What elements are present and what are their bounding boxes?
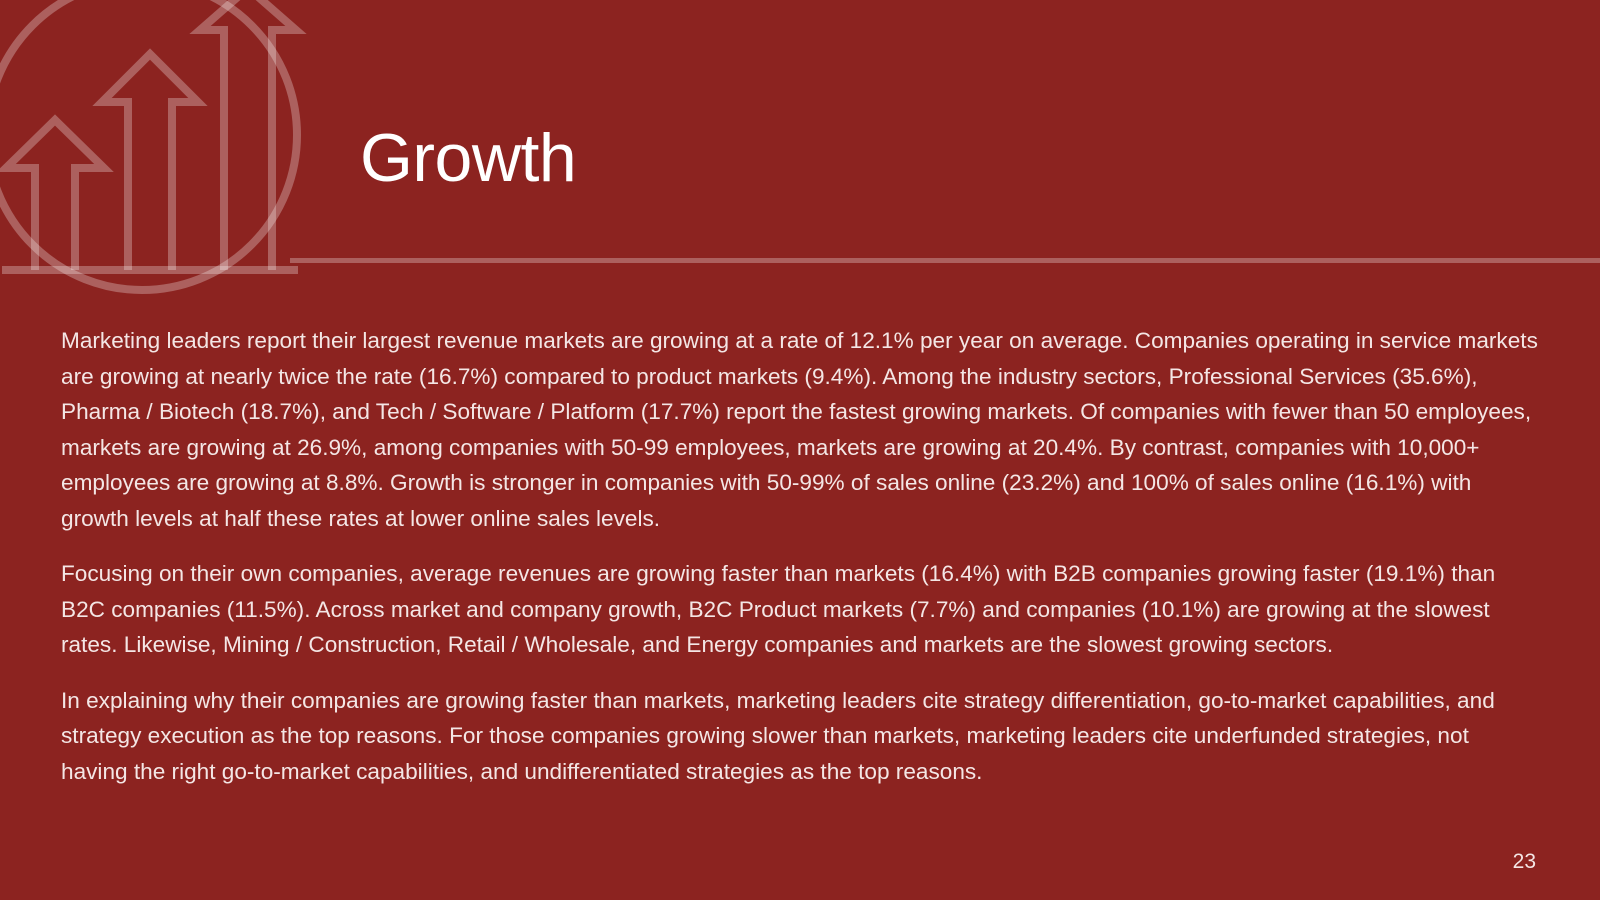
slide-title: Growth xyxy=(360,120,577,196)
growth-arrows-icon xyxy=(0,0,307,294)
paragraph-growth-reasons: In explaining why their companies are gr… xyxy=(61,687,1495,784)
body-text: Marketing leaders report their largest r… xyxy=(61,323,1541,809)
title-divider xyxy=(290,258,1600,263)
paragraph-market-growth: Marketing leaders report their largest r… xyxy=(61,328,1538,531)
paragraph-company-growth: Focusing on their own companies, average… xyxy=(61,561,1496,657)
page-number: 23 xyxy=(1512,850,1536,873)
